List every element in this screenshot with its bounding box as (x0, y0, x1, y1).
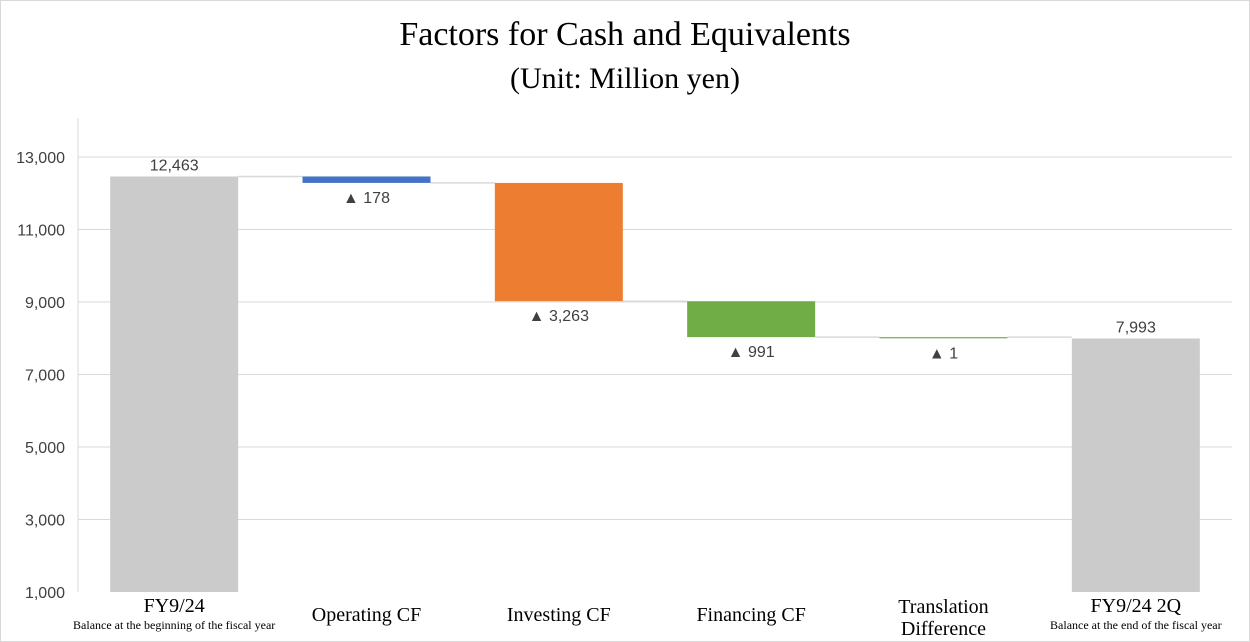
chart-subtitle: (Unit: Million yen) (510, 62, 740, 95)
category-label: Operating CF (312, 604, 421, 626)
y-tick-label: 7,000 (25, 368, 65, 385)
category-sublabel: Balance at the end of the fiscal year (1050, 618, 1222, 632)
y-tick-label: 3,000 (25, 513, 65, 530)
category-label: Financing CF (696, 604, 805, 626)
bar-4 (879, 337, 1008, 339)
category-sublabel: Balance at the beginning of the fiscal y… (73, 618, 275, 632)
category-label-line2: Difference (901, 618, 986, 640)
category-label: FY9/24 2Q (1091, 595, 1182, 617)
bar-5 (1071, 338, 1200, 592)
chart-title: Factors for Cash and Equivalents (399, 16, 851, 53)
bar-2 (494, 182, 623, 302)
bar-3 (687, 301, 816, 338)
data-label: 7,993 (1116, 320, 1156, 337)
data-label: ▲ 3,263 (529, 308, 589, 325)
data-label: ▲ 991 (728, 344, 775, 361)
y-tick-label: 9,000 (25, 295, 65, 312)
y-tick-label: 11,000 (17, 223, 65, 240)
category-label: FY9/24 (144, 595, 205, 617)
y-tick-label: 5,000 (25, 440, 65, 457)
y-tick-label: 13,000 (16, 150, 65, 167)
bar-0 (110, 176, 239, 592)
category-label: Translation (898, 596, 988, 618)
y-tick-label: 1,000 (25, 585, 65, 602)
data-label: 12,463 (150, 157, 199, 174)
category-label: Investing CF (507, 604, 611, 626)
data-label: ▲ 1 (929, 345, 958, 362)
bar-1 (302, 176, 431, 183)
data-label: ▲ 178 (343, 190, 390, 207)
